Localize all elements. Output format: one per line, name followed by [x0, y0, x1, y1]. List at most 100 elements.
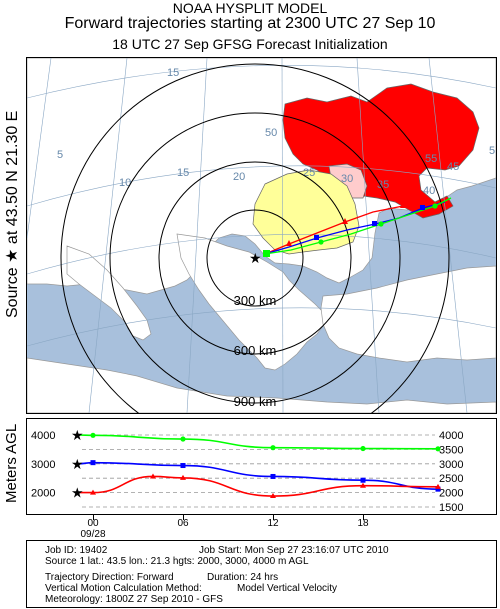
altitude-line — [77, 475, 439, 497]
altitude-axis-label: Meters AGL — [3, 423, 20, 503]
vertical-motion-method: Vertical Motion Calculation Method: — [45, 583, 202, 594]
trajectory-lines — [264, 197, 452, 255]
svg-text:30: 30 — [341, 173, 353, 185]
source-location-label: Source ★ at 43.50 N 21.30 E — [4, 110, 21, 318]
green-marker — [432, 203, 438, 209]
altitude-point — [360, 445, 366, 452]
start-star-icon: ★ — [71, 427, 84, 443]
svg-text:55: 55 — [425, 153, 437, 165]
left-tick-label: 3000 — [31, 459, 55, 471]
altitude-gridlines — [82, 434, 435, 508]
right-tick-label: 1500 — [439, 502, 463, 514]
time-tick — [183, 515, 184, 520]
forecast-subtitle: 18 UTC 27 Sep GFSG Forecast Initializati… — [112, 36, 388, 52]
right-tick-labels: 4000 3500 3000 2500 2000 1500 — [439, 430, 463, 514]
altitude-markers: ★ ★ ★ — [71, 427, 441, 501]
model-title: NOAA HYSPLIT MODEL — [172, 0, 328, 16]
right-tick-label: 3500 — [439, 444, 463, 456]
ring-label-300: 300 km — [234, 293, 277, 308]
altitude-lines — [77, 434, 439, 497]
time-tick — [273, 515, 274, 520]
red-marker — [342, 218, 348, 224]
map-canvas: 5 10 15 20 25 30 35 40 45 50 55 15 5 300… — [27, 58, 496, 413]
time-tick-label: 18 — [357, 518, 369, 529]
altitude-point — [360, 477, 366, 483]
svg-text:50: 50 — [265, 127, 277, 139]
trajectory-map: 5 10 15 20 25 30 35 40 45 50 55 15 5 300… — [26, 57, 497, 414]
source-marker-square — [263, 250, 270, 257]
altitude-point — [150, 473, 156, 479]
altitude-panel: 4000 3000 2000 4000 3500 3000 2500 2000 1500 ★ ★… — [26, 418, 497, 515]
ring-900 — [60, 63, 450, 413]
graticule-labels: 5 10 15 20 25 30 35 40 45 50 55 15 5 — [57, 67, 495, 197]
svg-text:20: 20 — [233, 171, 245, 183]
time-axis-date: 09/28 — [80, 529, 106, 540]
trajectory-markers: ★ — [249, 202, 438, 266]
altitude-point — [90, 432, 96, 438]
ring-label-900: 900 km — [234, 394, 277, 409]
trajectory-green — [264, 197, 452, 255]
trajectory-direction: Trajectory Direction: Forward — [45, 572, 174, 583]
altitude-point — [270, 473, 276, 479]
right-tick-label: 2500 — [439, 473, 463, 485]
right-tick-label: 4000 — [439, 430, 463, 442]
start-star-icon: ★ — [71, 456, 84, 472]
red-marker — [400, 202, 406, 208]
svg-text:40: 40 — [423, 185, 435, 197]
altitude-point — [435, 446, 441, 452]
trajectory-blue — [264, 201, 446, 255]
red-marker — [286, 240, 292, 246]
right-tick-label: 2000 — [439, 488, 463, 500]
svg-text:15: 15 — [167, 67, 179, 79]
source-info: Source 1 lat.: 43.5 lon.: 21.3 hgts: 200… — [45, 556, 309, 567]
altitude-point — [90, 489, 96, 495]
left-tick-label: 2000 — [31, 488, 55, 500]
svg-text:45: 45 — [447, 161, 459, 173]
svg-text:10: 10 — [119, 177, 131, 189]
altitude-point — [435, 486, 441, 492]
ring-labels: 300 km 600 km 900 km — [234, 293, 277, 409]
left-tick-labels: 4000 3000 2000 — [31, 430, 55, 500]
meteorology: Meteorology: 1800Z 27 Sep 2010 - GFS — [45, 594, 223, 605]
start-star-icon: ★ — [71, 485, 84, 501]
ring-150 — [206, 209, 304, 307]
altitude-point — [180, 463, 186, 469]
svg-text:15: 15 — [177, 167, 189, 179]
land-balkans — [176, 233, 328, 371]
time-tick-label: 06 — [177, 518, 189, 529]
altitude-line — [77, 434, 439, 450]
land-italy — [66, 245, 152, 341]
altitude-point — [90, 460, 96, 466]
blue-marker — [314, 235, 319, 240]
left-tick-label: 4000 — [31, 430, 55, 442]
job-id: Job ID: 19402 — [45, 545, 108, 556]
vertical-motion-model: Model Vertical Velocity — [237, 583, 338, 594]
source-star-icon: ★ — [249, 250, 262, 266]
altitude-point — [270, 445, 276, 451]
altitude-point — [270, 493, 276, 499]
svg-text:35: 35 — [377, 179, 389, 191]
altitude-point — [180, 436, 186, 442]
blue-marker — [420, 205, 425, 210]
time-tick-label: 12 — [267, 518, 279, 529]
ring-label-600: 600 km — [234, 343, 277, 358]
land-africa — [27, 357, 496, 413]
time-tick — [363, 515, 364, 520]
time-tick — [93, 515, 94, 520]
region-romania — [252, 169, 360, 255]
altitude-point — [435, 483, 441, 489]
distance-rings — [60, 63, 450, 413]
altitude-point — [360, 482, 366, 488]
trajectory-red — [264, 201, 442, 255]
svg-text:5: 5 — [57, 149, 63, 161]
altitude-point — [180, 474, 186, 480]
run-info-panel: Job ID: 19402 Job Start: Mon Sep 27 23:1… — [26, 540, 497, 608]
blue-marker — [372, 221, 377, 226]
green-marker — [378, 221, 384, 227]
time-tick-label: 00 — [87, 518, 99, 529]
trajectory-title: Forward trajectories starting at 2300 UT… — [64, 15, 436, 32]
svg-text:5: 5 — [489, 145, 495, 157]
right-tick-label: 3000 — [439, 459, 463, 471]
ring-600 — [109, 112, 401, 404]
